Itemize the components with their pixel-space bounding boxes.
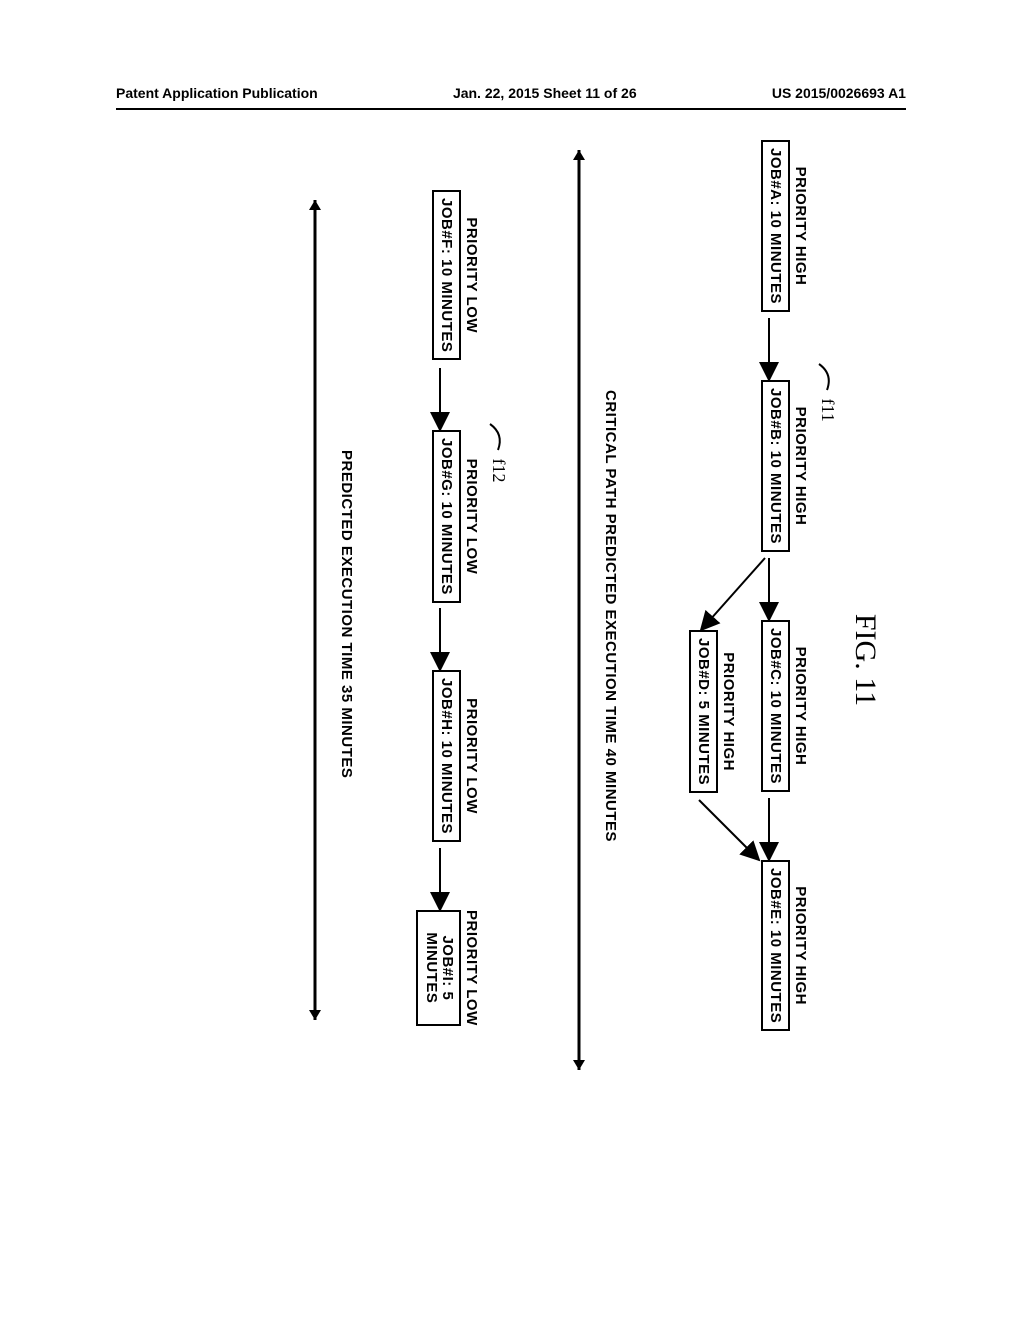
flow2-diagram: PRIORITY LOW JOB#F: 10 MINUTES PRIORITY … [260, 120, 480, 1200]
job-a: PRIORITY HIGH JOB#A: 10 MINUTES [761, 140, 809, 312]
job-h: PRIORITY LOW JOB#H: 10 MINUTES [432, 670, 480, 842]
job-i-box: JOB#I: 5 MINUTES [416, 910, 461, 1026]
job-b: PRIORITY HIGH JOB#B: 10 MINUTES [761, 380, 809, 552]
job-c-priority: PRIORITY HIGH [792, 620, 809, 792]
job-f: PRIORITY LOW JOB#F: 10 MINUTES [432, 190, 480, 360]
flow2-reference: f12 [486, 420, 509, 1200]
job-h-priority: PRIORITY LOW [463, 670, 480, 842]
job-d-priority: PRIORITY HIGH [720, 630, 737, 793]
job-e-priority: PRIORITY HIGH [792, 860, 809, 1031]
flow1-caption: CRITICAL PATH PREDICTED EXECUTION TIME 4… [602, 390, 619, 842]
job-e: PRIORITY HIGH JOB#E: 10 MINUTES [761, 860, 809, 1031]
header-left: Patent Application Publication [116, 85, 318, 101]
job-a-box: JOB#A: 10 MINUTES [761, 140, 790, 312]
job-f-box: JOB#F: 10 MINUTES [432, 190, 461, 360]
ref-curve-icon-2 [486, 420, 508, 454]
header-center: Jan. 22, 2015 Sheet 11 of 26 [453, 85, 637, 101]
figure-content: FIG. 11 f11 PRIORITY HIGH [132, 120, 892, 1200]
figure-title: FIG. 11 [848, 120, 882, 1200]
job-b-priority: PRIORITY HIGH [792, 380, 809, 552]
job-e-box: JOB#E: 10 MINUTES [761, 860, 790, 1031]
job-c: PRIORITY HIGH JOB#C: 10 MINUTES [761, 620, 809, 792]
job-c-box: JOB#C: 10 MINUTES [761, 620, 790, 792]
job-d-box: JOB#D: 5 MINUTES [689, 630, 718, 793]
job-h-box: JOB#H: 10 MINUTES [432, 670, 461, 842]
flow1-ref-text: f11 [818, 399, 838, 422]
flow2-timeline [305, 190, 325, 1030]
flow1-timeline [569, 140, 589, 1080]
job-g: PRIORITY LOW JOB#G: 10 MINUTES [432, 430, 480, 603]
job-i: PRIORITY LOW JOB#I: 5 MINUTES [416, 910, 480, 1026]
ref-curve-icon [815, 360, 837, 394]
job-g-box: JOB#G: 10 MINUTES [432, 430, 461, 603]
header-divider [116, 108, 906, 110]
job-b-box: JOB#B: 10 MINUTES [761, 380, 790, 552]
header-right: US 2015/0026693 A1 [772, 85, 906, 101]
job-a-priority: PRIORITY HIGH [792, 140, 809, 312]
job-f-priority: PRIORITY LOW [463, 190, 480, 360]
flow2-ref-text: f12 [489, 459, 509, 483]
job-g-priority: PRIORITY LOW [463, 430, 480, 603]
job-i-priority: PRIORITY LOW [463, 910, 480, 1026]
flow1-diagram: PRIORITY HIGH JOB#A: 10 MINUTES PRIORITY… [529, 120, 809, 1200]
job-d: PRIORITY HIGH JOB#D: 5 MINUTES [689, 630, 737, 793]
flow2-caption: PREDICTED EXECUTION TIME 35 MINUTES [338, 450, 355, 778]
page-header: Patent Application Publication Jan. 22, … [0, 85, 1024, 101]
flow1-reference: f11 [815, 360, 838, 1200]
